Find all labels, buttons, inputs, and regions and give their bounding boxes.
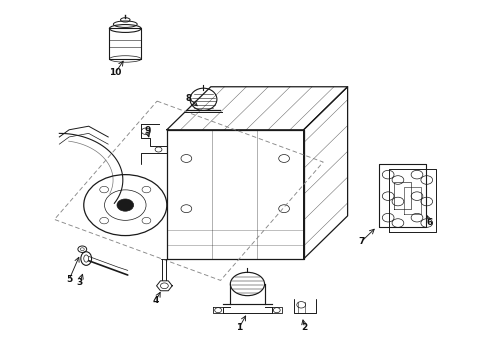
Text: 9: 9	[144, 126, 150, 135]
Text: 6: 6	[427, 218, 433, 227]
Circle shape	[117, 199, 134, 211]
Text: 3: 3	[77, 278, 83, 287]
Text: 1: 1	[236, 323, 242, 332]
Text: 4: 4	[153, 296, 159, 305]
Text: 2: 2	[301, 323, 308, 332]
Text: 8: 8	[186, 94, 192, 103]
Text: 7: 7	[358, 237, 365, 246]
Text: 10: 10	[109, 68, 122, 77]
Text: 5: 5	[66, 275, 72, 284]
